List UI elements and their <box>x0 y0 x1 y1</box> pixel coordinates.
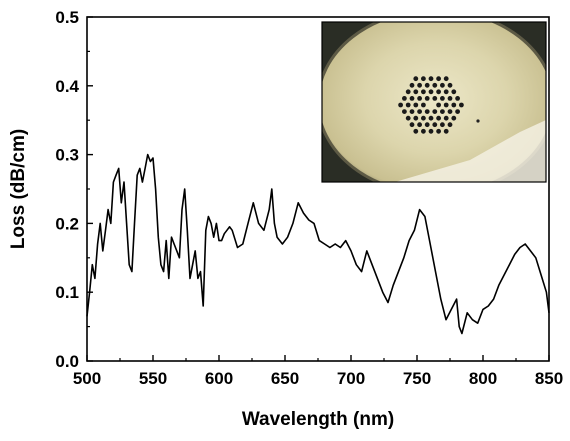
x-axis: 500 550 600 650 700 750 800 850 <box>73 355 563 388</box>
air-hole <box>440 82 445 88</box>
y-tick-label: 0.1 <box>55 283 79 302</box>
air-hole <box>432 109 438 114</box>
air-hole <box>409 82 415 88</box>
air-hole <box>402 109 407 114</box>
air-hole <box>436 102 441 108</box>
air-hole <box>440 96 445 101</box>
y-tick-label: 0.2 <box>55 214 79 233</box>
air-hole <box>424 82 430 88</box>
air-hole <box>428 76 434 82</box>
x-tick-label: 500 <box>73 369 101 388</box>
air-hole <box>428 89 434 95</box>
inset-border <box>321 21 547 183</box>
air-hole <box>459 102 464 108</box>
air-hole <box>451 102 457 108</box>
air-hole <box>447 96 453 101</box>
air-hole <box>421 102 426 108</box>
air-hole <box>447 122 453 128</box>
x-tick-label: 550 <box>139 369 167 388</box>
air-hole <box>413 102 419 108</box>
air-hole <box>451 115 457 121</box>
air-hole <box>405 89 411 95</box>
air-hole <box>421 76 426 82</box>
y-tick-label: 0.4 <box>55 77 79 96</box>
loss-series-line <box>86 153 550 335</box>
air-hole <box>436 128 441 134</box>
air-hole <box>405 102 411 108</box>
air-hole <box>421 128 426 134</box>
air-hole <box>417 109 422 114</box>
air-hole-array <box>398 76 464 134</box>
air-hole <box>409 109 415 114</box>
series-layer <box>86 153 550 335</box>
x-tick-label: 600 <box>205 369 233 388</box>
air-hole <box>455 109 460 114</box>
air-hole <box>447 109 453 114</box>
air-hole <box>447 82 453 88</box>
air-hole <box>421 89 426 95</box>
air-hole <box>417 96 422 101</box>
air-hole <box>413 128 419 134</box>
air-hole <box>428 115 434 121</box>
air-hole <box>428 128 434 134</box>
fiber-cross-section-inset <box>322 22 546 182</box>
air-hole <box>451 89 457 95</box>
x-tick-label: 650 <box>271 369 299 388</box>
air-hole <box>413 115 419 121</box>
air-hole <box>432 96 438 101</box>
stray-dot <box>476 119 480 123</box>
air-hole <box>436 89 441 95</box>
x-tick-label: 800 <box>469 369 497 388</box>
air-hole <box>440 122 445 128</box>
y-axis: 0.0 0.1 0.2 0.3 0.4 0.5 <box>55 8 93 371</box>
air-hole <box>436 115 441 121</box>
air-hole <box>424 96 430 101</box>
air-hole <box>421 115 426 121</box>
air-hole <box>443 76 449 82</box>
air-hole <box>413 89 419 95</box>
air-hole <box>413 76 419 82</box>
air-hole <box>402 96 407 101</box>
air-hole <box>440 109 445 114</box>
air-hole <box>424 109 430 114</box>
x-axis-title: Wavelength (nm) <box>242 409 394 430</box>
air-hole <box>417 122 422 128</box>
air-hole <box>455 96 460 101</box>
y-tick-label: 0.0 <box>55 352 79 371</box>
air-hole <box>405 115 411 121</box>
y-axis-title: Loss (dB/cm) <box>8 129 29 249</box>
air-hole <box>443 115 449 121</box>
x-tick-label: 700 <box>337 369 365 388</box>
y-tick-label: 0.3 <box>55 146 79 165</box>
air-hole <box>417 82 422 88</box>
air-hole <box>432 82 438 88</box>
x-tick-label: 850 <box>535 369 563 388</box>
air-hole <box>436 76 441 82</box>
air-hole <box>424 122 430 128</box>
x-tick-label: 750 <box>403 369 431 388</box>
air-hole <box>409 122 415 128</box>
air-hole <box>398 102 403 108</box>
air-hole <box>443 128 449 134</box>
air-hole <box>443 89 449 95</box>
air-hole <box>409 96 415 101</box>
air-hole <box>432 122 438 128</box>
y-tick-label: 0.5 <box>55 8 79 27</box>
air-hole <box>443 102 449 108</box>
